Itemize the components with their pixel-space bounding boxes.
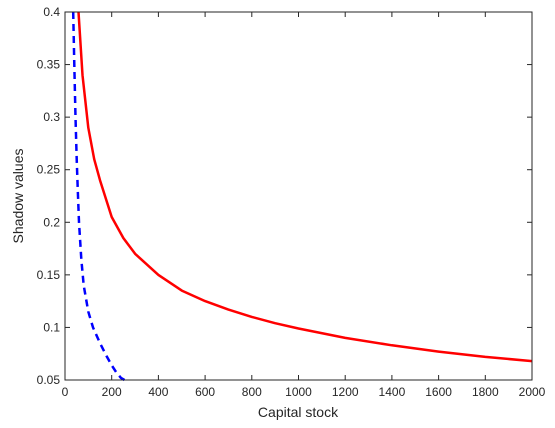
x-tick-label: 1600 (425, 385, 452, 399)
x-tick-label: 1200 (332, 385, 359, 399)
y-tick-label: 0.15 (37, 268, 61, 282)
x-tick-label: 200 (102, 385, 122, 399)
plot-frame (64, 11, 533, 381)
y-tick-label: 0.25 (37, 163, 61, 177)
plot-area (65, 12, 532, 380)
x-tick-label: 2000 (519, 385, 546, 399)
y-tick-label: 0.4 (43, 5, 60, 19)
y-tick-label: 0.1 (43, 320, 60, 334)
series-line-solid-red (77, 11, 533, 363)
x-tick-label: 600 (195, 385, 215, 399)
x-tick-label: 0 (62, 385, 69, 399)
x-tick-label: 1400 (379, 385, 406, 399)
x-axis-label: Capital stock (258, 404, 339, 420)
series-line-dashed-blue (71, 11, 126, 382)
y-tick-label: 0.05 (37, 373, 61, 387)
x-tick-label: 1800 (472, 385, 499, 399)
x-tick-label: 1000 (285, 385, 312, 399)
x-tick-label: 800 (242, 385, 262, 399)
x-tick-label: 400 (148, 385, 168, 399)
y-tick-label: 0.35 (37, 58, 61, 72)
x-axis-ticks: 0 200 400 600 800 1000 1200 1400 1600 1800 2000 (62, 12, 546, 399)
y-axis-ticks: 0.05 0.1 0.15 0.2 0.25 0.3 0.35 0.4 (37, 5, 532, 387)
y-tick-label: 0.2 (43, 215, 60, 229)
y-axis-label: Shadow values (10, 149, 26, 244)
y-tick-label: 0.3 (43, 110, 60, 124)
series-lines (71, 11, 533, 382)
